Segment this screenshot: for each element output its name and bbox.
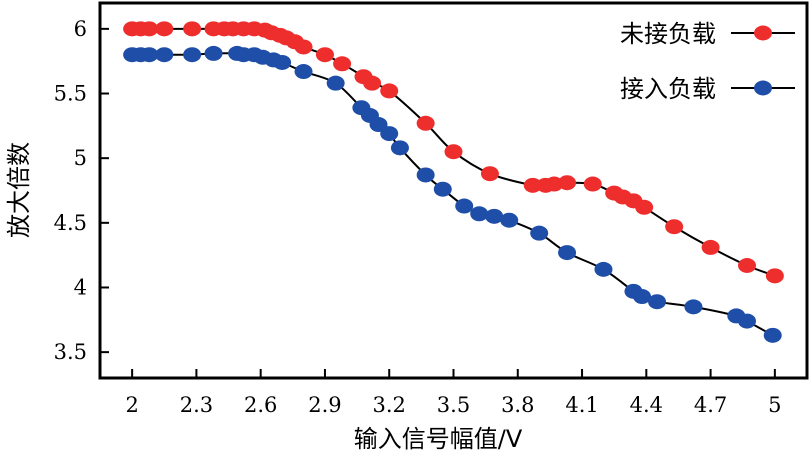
y-tick-label: 5 [74,146,87,170]
series-2-point [155,47,174,63]
x-tick-label: 2 [125,393,138,417]
y-tick-label: 6 [74,17,87,41]
x-tick-label: 2.6 [244,393,277,417]
y-tick-label: 4.5 [54,211,87,235]
y-tick-label: 5.5 [54,82,87,106]
x-axis-label: 输入信号幅值/V [354,425,523,453]
series-1-point [333,56,352,72]
series-1-point [558,175,577,191]
x-tick-label: 5 [768,393,781,417]
series-2-point [738,313,757,329]
series-1-point [416,115,435,131]
x-tick-label: 2.3 [180,393,213,417]
series-2-point [633,289,652,305]
series-2-point [326,75,345,91]
series-2-point [470,206,489,222]
x-tick-label: 4.4 [630,393,663,417]
x-tick-label: 4.7 [694,393,727,417]
series-1-point [738,258,757,273]
series-2-point [455,198,474,214]
series-2-point [380,126,399,142]
series-1-point [315,47,334,63]
series-1-point [583,176,602,192]
series-2-point [273,54,292,70]
series-1-point [363,75,382,91]
legend-label-1: 未接负载 [620,20,716,48]
series-2-point [648,294,667,310]
series-1-point [665,219,684,235]
legend-marker-2 [754,80,772,96]
series-1-point [155,21,174,37]
series-2-point [530,225,549,241]
series-2-point [485,208,504,224]
series-1-point [444,144,463,160]
series-2-point [204,45,223,61]
series-2-point [500,212,519,228]
series-1-point [140,21,159,37]
x-tick-label: 3.2 [373,393,406,417]
series-2-point [684,299,703,315]
series-1-point [635,199,654,215]
x-tick-label: 2.9 [308,393,341,417]
series-2-point [416,167,435,183]
legend-label-2: 接入负载 [620,75,716,103]
x-tick-label: 4.1 [565,393,598,417]
series-1-point [380,83,399,99]
x-tick-label: 3.8 [501,393,534,417]
series-1-point [701,239,720,255]
y-tick-label: 3.5 [54,340,87,364]
series-1-point [523,177,542,193]
series-2-point [183,47,202,63]
y-axis-label: 放大倍数 [5,142,33,238]
series-1-point [183,21,202,37]
series-2-point [140,47,159,63]
series-2-point [763,327,782,343]
series-2-point [433,181,452,197]
plot-frame [98,1,809,380]
series-2-point [390,140,409,156]
series-2-point [558,245,577,261]
legend-marker-1 [754,25,772,41]
series-1-point [480,166,499,182]
x-tick-label: 3.5 [437,393,470,417]
y-tick-label: 4 [74,275,87,299]
series-1-point [765,268,784,284]
series-1-point [294,39,313,55]
series-2-point [294,64,313,80]
series-2-point [594,261,613,277]
